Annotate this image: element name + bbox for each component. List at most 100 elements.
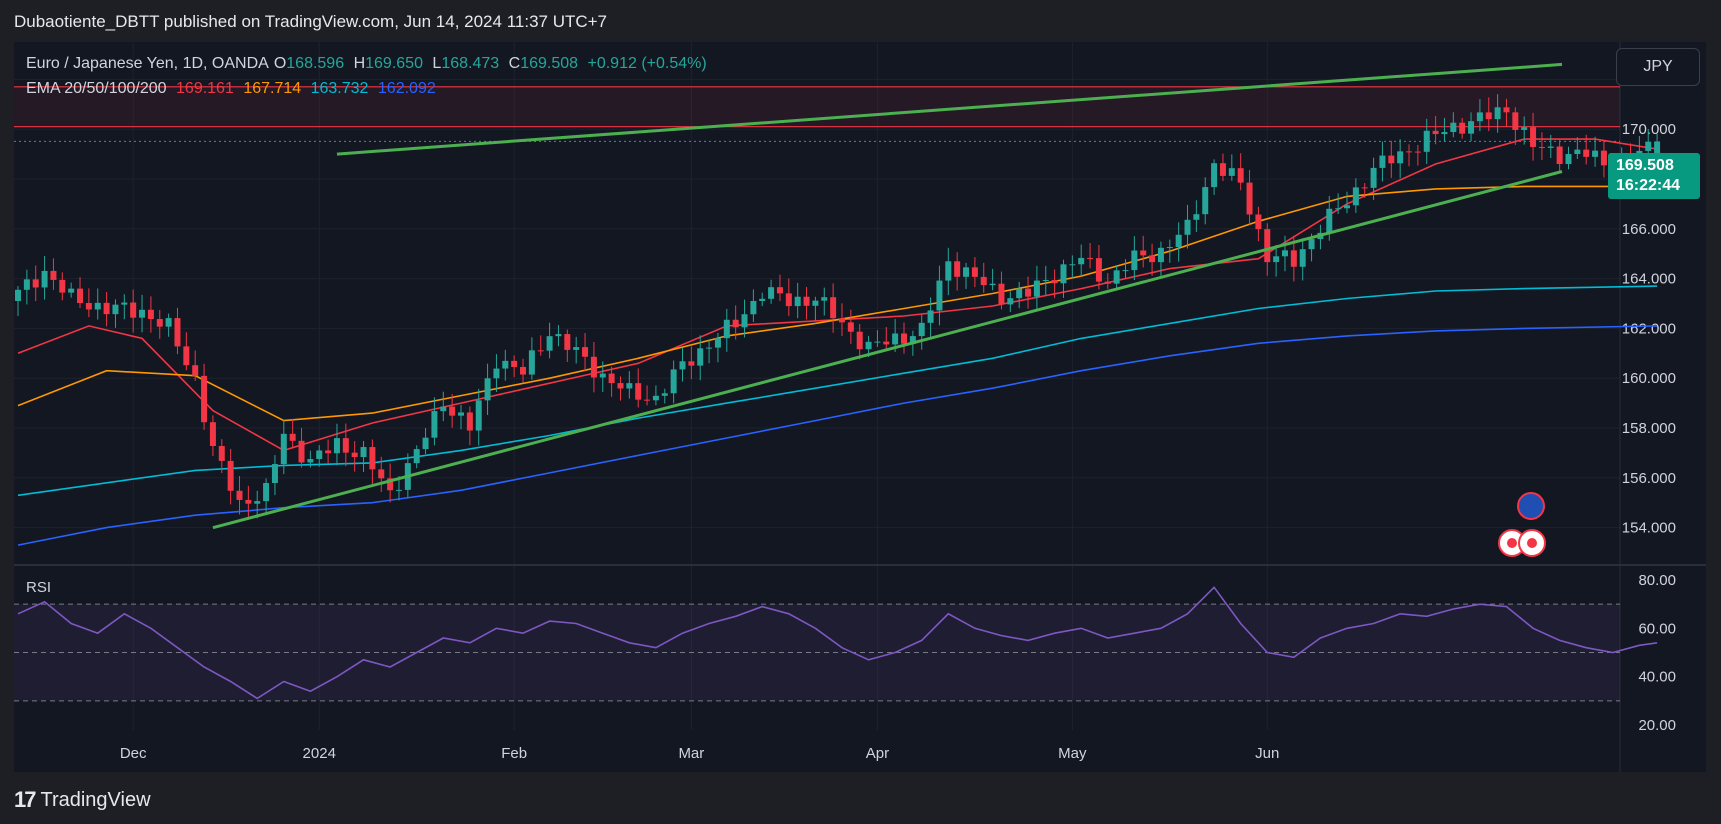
publisher-header: Dubaotiente_DBTT published on TradingVie… bbox=[14, 12, 608, 31]
candle-body bbox=[147, 309, 154, 320]
candle-body bbox=[1095, 258, 1102, 282]
candle-body bbox=[1414, 151, 1421, 153]
ohlc-legend: Euro / Japanese Yen, 1D, OANDA O168.596 H… bbox=[26, 55, 712, 73]
candle-body bbox=[998, 283, 1005, 305]
candle-body bbox=[874, 341, 881, 343]
candle-body bbox=[883, 341, 890, 345]
currency-selector[interactable]: JPY bbox=[1616, 48, 1700, 86]
rsi-tick-label: 20.00 bbox=[1638, 717, 1676, 734]
candle-body bbox=[1299, 249, 1306, 267]
candle-body bbox=[1122, 270, 1129, 272]
candle-body bbox=[422, 437, 429, 450]
candle-body bbox=[1140, 250, 1147, 256]
candle-body bbox=[50, 270, 57, 280]
candle-body bbox=[750, 300, 757, 315]
candle-body bbox=[1459, 122, 1466, 134]
candle-body bbox=[776, 287, 783, 294]
candle-body bbox=[1104, 281, 1111, 284]
candle-body bbox=[901, 333, 907, 344]
x-tick-label: Mar bbox=[678, 745, 704, 762]
candle-body bbox=[369, 447, 376, 470]
candle-body bbox=[1131, 250, 1138, 271]
candle-body bbox=[360, 447, 367, 458]
candle-body bbox=[714, 338, 721, 348]
ema-20-line bbox=[17, 138, 1658, 452]
candle-body bbox=[520, 366, 527, 375]
high-label: H bbox=[353, 55, 366, 72]
candle-body bbox=[1007, 298, 1014, 305]
candle-body bbox=[847, 322, 854, 332]
ema-100-line bbox=[17, 285, 1658, 497]
tradingview-logo[interactable]: 17 TradingView bbox=[14, 787, 151, 813]
low-label: L bbox=[432, 55, 442, 72]
channel-upper-line bbox=[336, 62, 1563, 156]
candle-body bbox=[1521, 127, 1528, 130]
candle-body bbox=[599, 373, 606, 378]
x-tick-label: 2024 bbox=[303, 745, 336, 762]
chart-frame[interactable] bbox=[14, 42, 1706, 772]
candle-body bbox=[1246, 182, 1253, 215]
candle-body bbox=[1069, 264, 1076, 266]
candle-body bbox=[121, 302, 128, 305]
candle-body bbox=[785, 293, 792, 307]
candle-body bbox=[1290, 250, 1297, 267]
candle-body bbox=[1423, 130, 1430, 152]
candle-body bbox=[1432, 130, 1439, 135]
x-tick-label: Jun bbox=[1255, 745, 1279, 762]
tradingview-brand: TradingView bbox=[40, 788, 151, 811]
ema-50-line bbox=[17, 185, 1658, 422]
candle-body bbox=[1281, 250, 1288, 257]
candle-body bbox=[271, 464, 278, 484]
candle-body bbox=[741, 314, 748, 328]
y-tick-label: 170.000 bbox=[1622, 121, 1676, 138]
candle-body bbox=[316, 450, 323, 460]
candle-body bbox=[192, 365, 199, 376]
candle-body bbox=[94, 302, 101, 310]
candle-body bbox=[413, 449, 420, 464]
candle-body bbox=[209, 422, 216, 447]
candle-body bbox=[458, 412, 464, 416]
candle-body bbox=[865, 341, 872, 350]
candle-body bbox=[546, 336, 553, 351]
candle-body bbox=[537, 350, 544, 352]
candle-body bbox=[165, 318, 172, 327]
candle-body bbox=[590, 356, 597, 378]
jp-event-dot bbox=[1527, 538, 1537, 548]
candle-body bbox=[892, 333, 899, 345]
candle-body bbox=[971, 267, 978, 277]
candle-body bbox=[652, 395, 659, 401]
candle-body bbox=[449, 406, 456, 416]
change-value: +0.912 (+0.54%) bbox=[587, 55, 707, 72]
candle-body bbox=[989, 283, 996, 286]
candle-body bbox=[1654, 141, 1661, 165]
open-value: 168.596 bbox=[286, 55, 345, 72]
candle-body bbox=[23, 279, 30, 290]
candle-body bbox=[1406, 151, 1413, 153]
candle-body bbox=[254, 501, 261, 504]
candle-body bbox=[1149, 255, 1156, 263]
candle-body bbox=[768, 287, 775, 299]
candle-body bbox=[821, 297, 828, 301]
candle-body bbox=[1025, 288, 1032, 297]
candle-body bbox=[32, 279, 39, 288]
candle-body bbox=[1645, 141, 1652, 151]
candle-body bbox=[493, 368, 500, 379]
x-tick-label: May bbox=[1058, 745, 1087, 762]
ema-label[interactable]: EMA 20/50/100/200 bbox=[26, 80, 167, 97]
symbol-label[interactable]: Euro / Japanese Yen, 1D, OANDA bbox=[26, 55, 269, 72]
y-tick-label: 158.000 bbox=[1622, 420, 1676, 437]
candle-body bbox=[1175, 234, 1182, 248]
close-value: 169.508 bbox=[520, 55, 579, 72]
candle-body bbox=[298, 440, 305, 463]
candle-body bbox=[1228, 168, 1235, 176]
candle-body bbox=[608, 373, 615, 384]
candle-body bbox=[68, 288, 75, 293]
jp-event-dot bbox=[1507, 538, 1517, 548]
close-label: C bbox=[508, 55, 521, 72]
ema-legend: EMA 20/50/100/200 169.161 167.714 163.73… bbox=[26, 80, 441, 98]
candle-body bbox=[1565, 154, 1572, 165]
candle-body bbox=[1476, 112, 1483, 122]
rsi-label[interactable]: RSI bbox=[26, 579, 52, 596]
candle-body bbox=[1335, 208, 1342, 210]
